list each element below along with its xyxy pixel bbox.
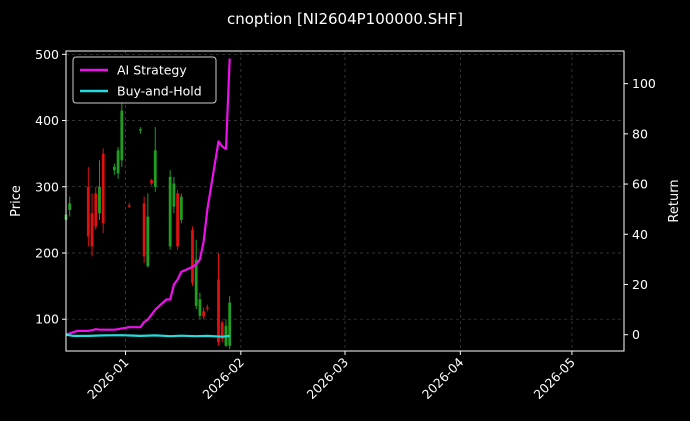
y-left-tick-label: 200 xyxy=(35,245,59,260)
candle-body xyxy=(139,129,142,131)
y-right-tick-label: 80 xyxy=(632,126,648,141)
x-tick-label: 2026-02 xyxy=(199,355,247,403)
candle-body xyxy=(150,180,153,184)
legend-label-ai-strategy: AI Strategy xyxy=(117,63,187,78)
chart-title: cnoption [NI2604P100000.SHF] xyxy=(227,10,463,28)
candle-body xyxy=(172,183,176,207)
x-tick-label: 2026-04 xyxy=(419,354,467,402)
legend-label-buy-and-hold: Buy-and-Hold xyxy=(117,84,202,99)
y-axis-right-label: Return xyxy=(667,179,682,222)
x-tick-label: 2026-01 xyxy=(84,355,132,403)
candle-body xyxy=(94,193,98,227)
candle-body xyxy=(198,299,202,316)
candle-body xyxy=(228,302,232,346)
series-line-ai-strategy xyxy=(65,58,231,336)
legend-box xyxy=(72,56,217,104)
candle-body xyxy=(205,307,209,309)
candle-body xyxy=(127,205,131,207)
candle-body xyxy=(98,186,101,214)
x-tick-label: 2026-03 xyxy=(304,355,352,403)
candle-body xyxy=(120,110,124,161)
y-left-tick-label: 300 xyxy=(35,179,59,194)
x-tick-label: 2026-05 xyxy=(530,355,578,403)
candle-body xyxy=(168,176,172,247)
candlesticks xyxy=(64,100,232,350)
series-lines xyxy=(65,58,231,338)
candle-body xyxy=(176,193,179,247)
candle-body xyxy=(146,216,150,267)
series-line-buy-and-hold xyxy=(65,333,230,338)
candle-body xyxy=(194,259,198,306)
candle-body xyxy=(202,311,206,317)
y-right-tick-label: 20 xyxy=(632,277,648,292)
y-right-tick-label: 60 xyxy=(632,177,648,192)
candle-body xyxy=(86,186,90,237)
legend: AI Strategy Buy-and-Hold xyxy=(72,56,217,104)
candle-body xyxy=(116,150,120,174)
candle-body xyxy=(112,166,116,171)
candle-body xyxy=(68,203,72,210)
candle-body xyxy=(179,196,183,220)
y-right-tick-label: 40 xyxy=(632,227,648,242)
candle-body xyxy=(90,213,94,247)
candle-body xyxy=(101,153,105,224)
y-left-tick-label: 100 xyxy=(35,312,59,327)
y-left-tick-label: 400 xyxy=(35,113,59,128)
candle-body xyxy=(217,279,220,343)
candle-body xyxy=(191,229,194,283)
candle-body xyxy=(220,322,224,340)
candle-body xyxy=(153,150,157,187)
y-axis-left-label: Price xyxy=(9,185,24,217)
y-left-tick-label: 500 xyxy=(35,47,59,62)
candle-body xyxy=(142,203,146,257)
y-right-tick-label: 0 xyxy=(632,327,640,342)
y-right-tick-label: 100 xyxy=(632,76,656,91)
